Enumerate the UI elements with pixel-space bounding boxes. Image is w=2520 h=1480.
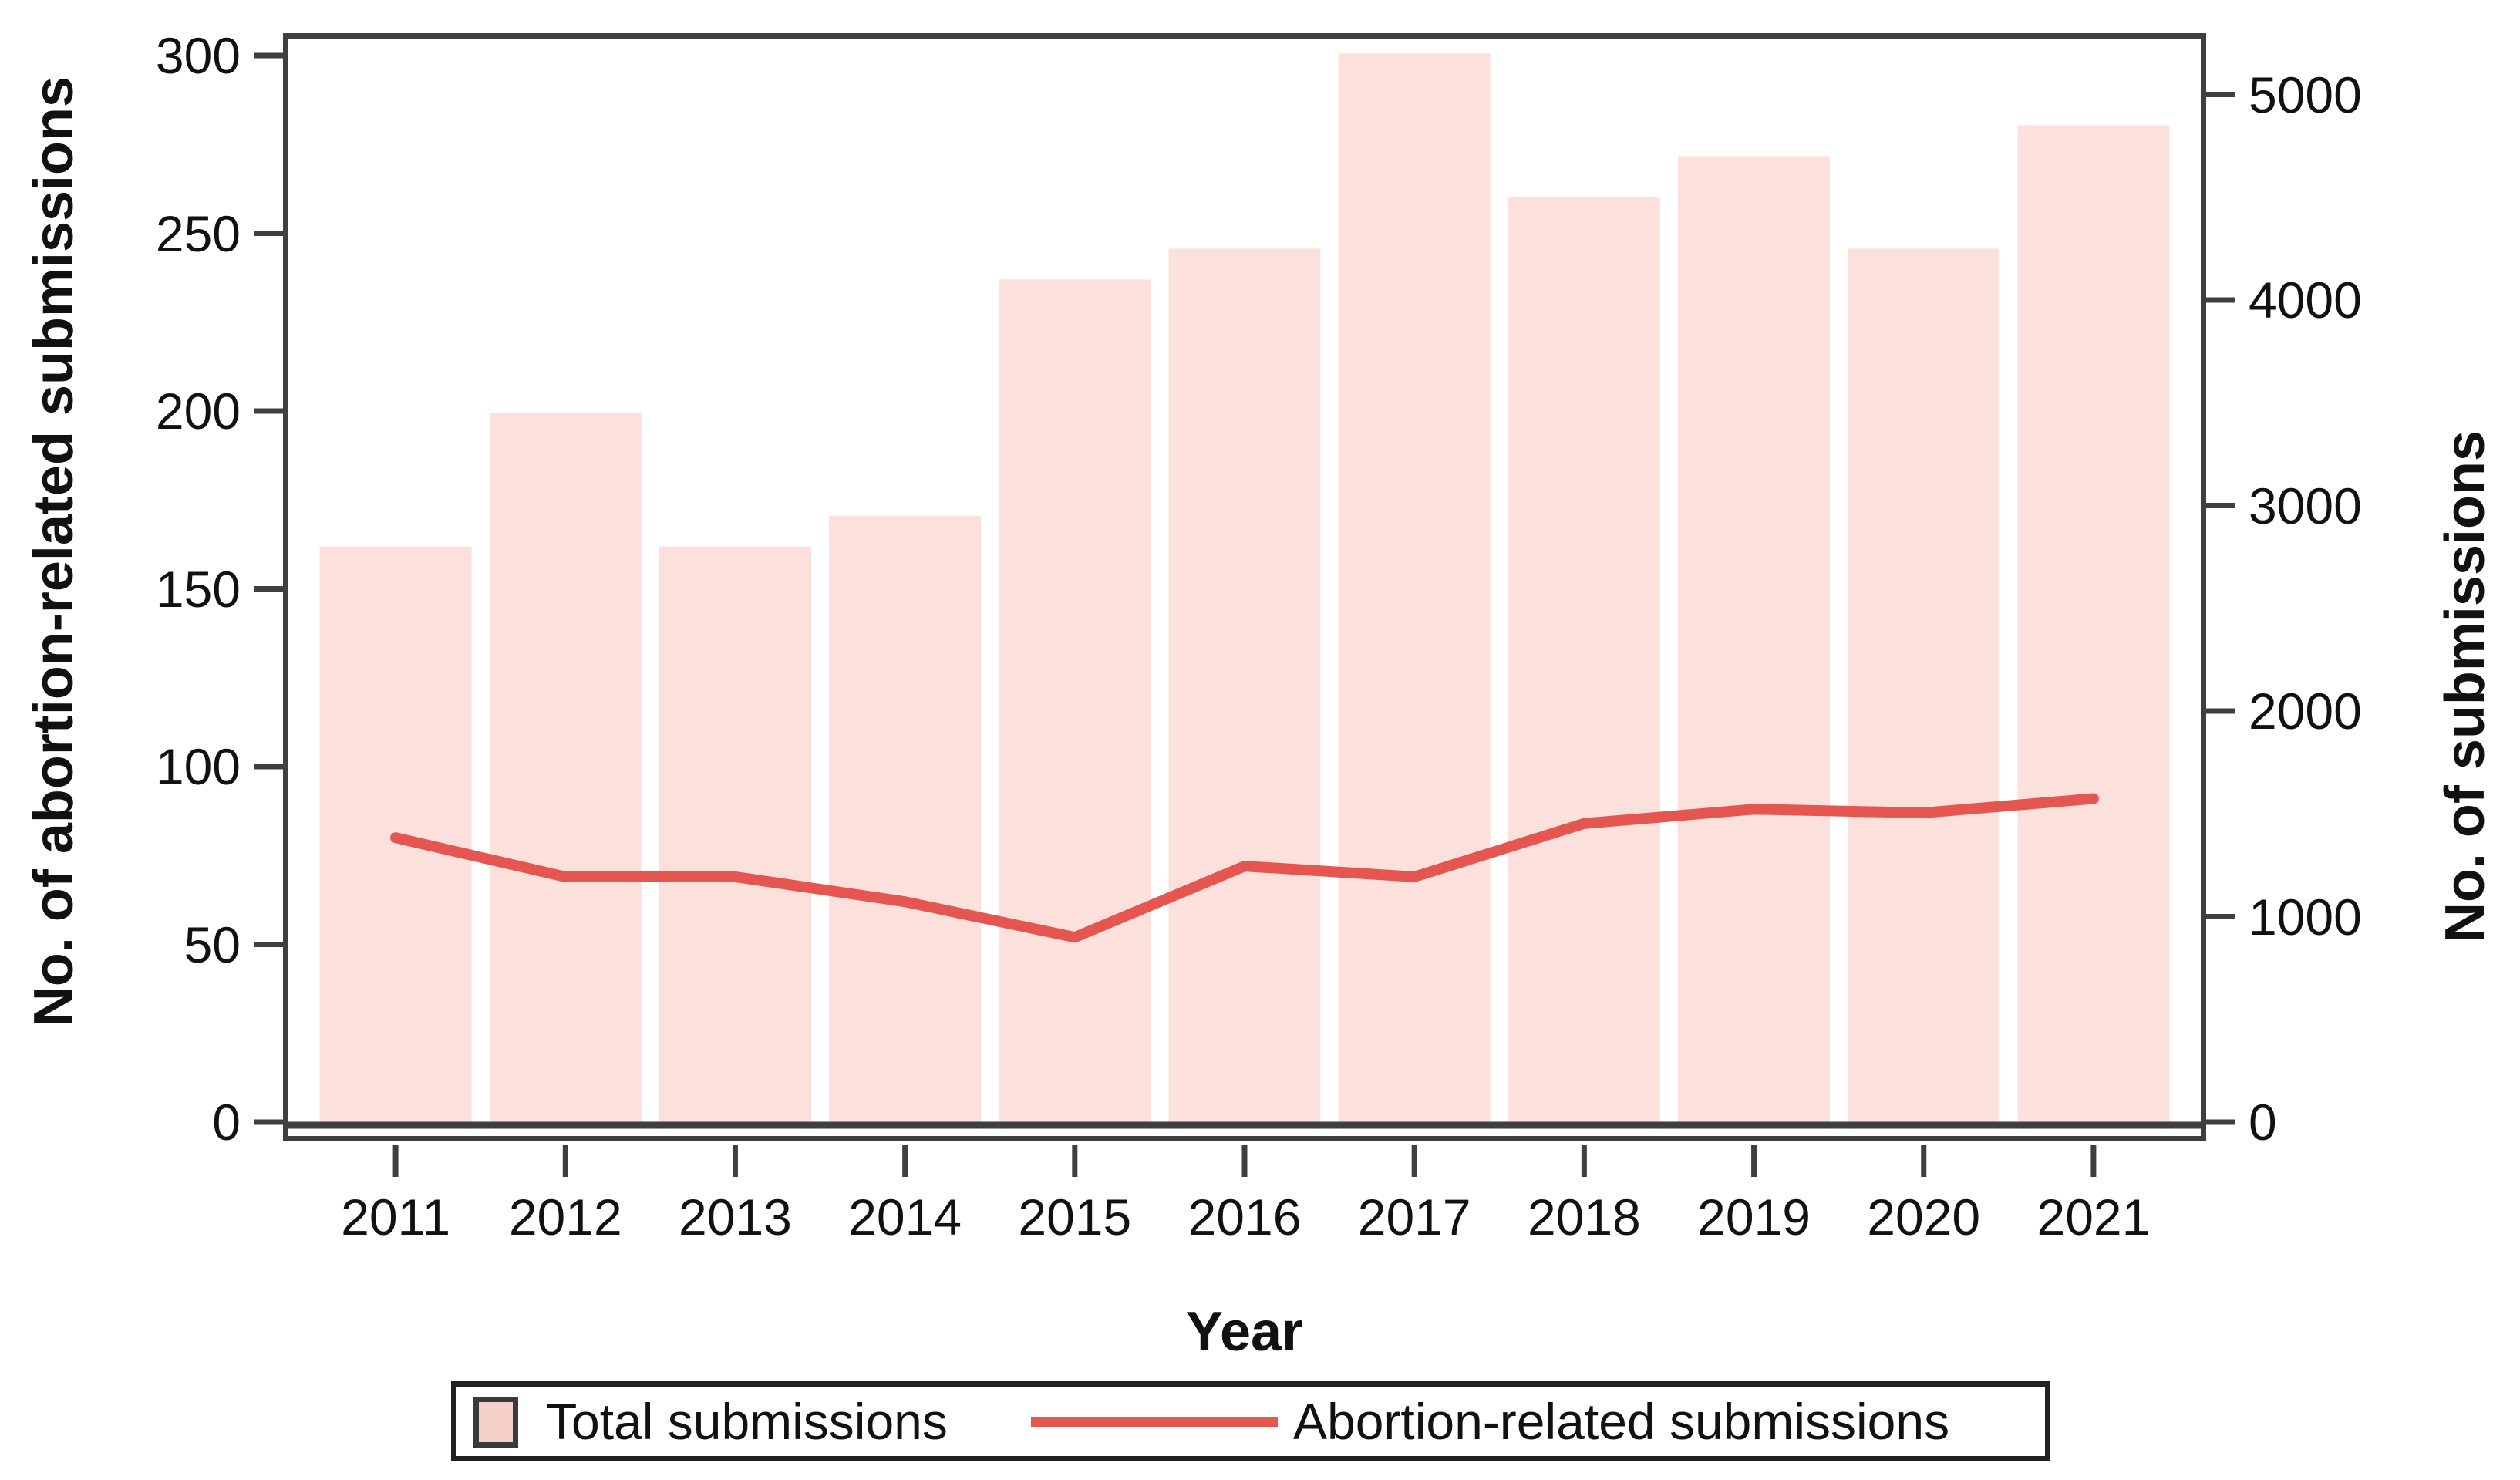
right-axis-title: No. of submissions xyxy=(2434,430,2496,943)
bar-2012 xyxy=(489,413,642,1122)
left-axis-tick-label: 50 xyxy=(184,915,241,973)
bar-2017 xyxy=(1338,53,1491,1123)
bar-2016 xyxy=(1168,248,1321,1122)
legend-bar-label: Total submissions xyxy=(546,1393,948,1450)
x-axis-tick-label: 2018 xyxy=(1527,1188,1641,1246)
legend-bar-swatch xyxy=(473,1397,518,1448)
x-axis-tick-label: 2011 xyxy=(341,1188,451,1246)
bar-2013 xyxy=(659,546,811,1122)
left-axis-tick-label: 250 xyxy=(155,204,241,262)
left-axis-tick-label: 300 xyxy=(155,27,241,84)
bar-2021 xyxy=(2017,125,2170,1123)
legend: Total submissions Abortion-related submi… xyxy=(451,1381,2050,1461)
right-axis-tick-label: 0 xyxy=(2249,1094,2277,1151)
legend-line-label: Abortion-related submissions xyxy=(1293,1393,1950,1450)
x-axis-tick-label: 2020 xyxy=(1867,1188,1981,1246)
x-axis-tick-label: 2012 xyxy=(508,1188,622,1246)
legend-line-swatch xyxy=(1031,1417,1278,1427)
x-axis-tick-label: 2017 xyxy=(1357,1188,1471,1246)
x-axis-tick-label: 2019 xyxy=(1697,1188,1811,1246)
x-axis-tick-label: 2021 xyxy=(2037,1188,2151,1246)
left-axis-title: No. of abortion-related submissions xyxy=(23,76,85,1027)
left-axis-tick-label: 0 xyxy=(212,1094,241,1151)
x-axis-tick-label: 2015 xyxy=(1018,1188,1132,1246)
bar-2018 xyxy=(1508,197,1660,1122)
right-axis-tick-label: 4000 xyxy=(2249,271,2362,329)
left-axis-tick-label: 100 xyxy=(155,738,241,795)
right-axis-tick-label: 1000 xyxy=(2249,888,2362,946)
right-axis-tick-label: 2000 xyxy=(2249,683,2362,740)
bar-2020 xyxy=(1848,248,2000,1122)
x-axis-tick-label: 2016 xyxy=(1188,1188,1302,1246)
right-axis-tick-label: 5000 xyxy=(2249,66,2362,123)
x-axis-tick-label: 2014 xyxy=(848,1188,962,1246)
left-axis-tick-label: 150 xyxy=(155,560,241,618)
x-axis-tick-label: 2013 xyxy=(679,1188,792,1246)
abortion-line xyxy=(390,793,2099,943)
bar-2019 xyxy=(1678,156,1831,1123)
plot-frame xyxy=(283,33,2206,1141)
left-axis-tick-label: 200 xyxy=(155,383,241,440)
right-axis-tick-label: 3000 xyxy=(2249,477,2362,534)
x-axis-title: Year xyxy=(1185,1301,1304,1363)
bar-2015 xyxy=(999,279,1151,1123)
bar-2014 xyxy=(829,515,982,1122)
